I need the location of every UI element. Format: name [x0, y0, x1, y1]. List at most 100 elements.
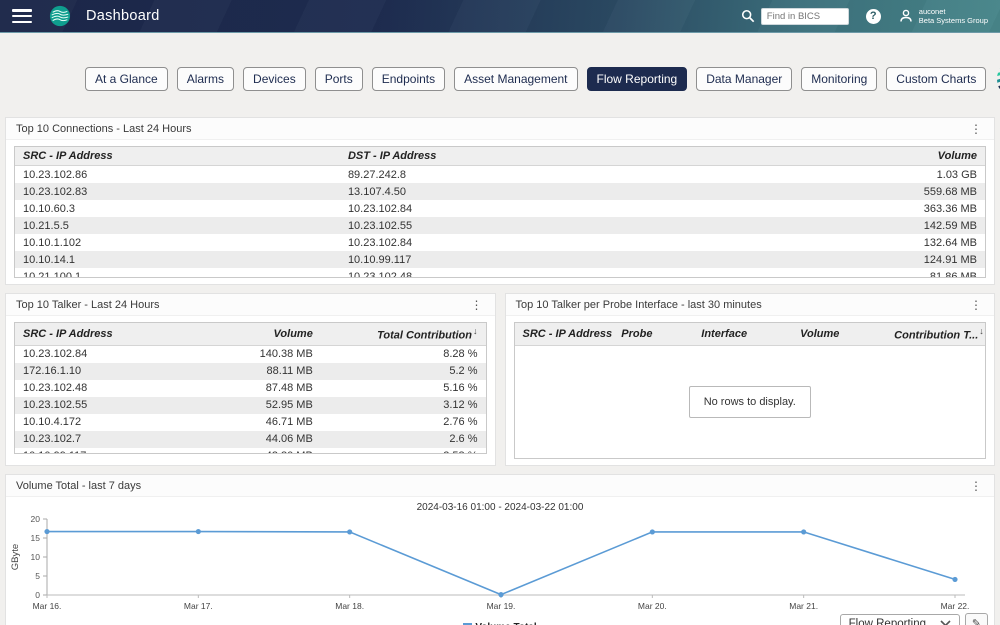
column-header-dst-ip-address[interactable]: DST - IP Address	[339, 147, 661, 166]
table-cell: 88.11 MB	[266, 365, 313, 378]
svg-text:5: 5	[35, 571, 40, 581]
panel-title: Top 10 Talker per Probe Interface - last…	[515, 299, 762, 311]
svg-text:Mar 18.: Mar 18.	[335, 601, 364, 611]
user-icon	[900, 9, 912, 22]
table-cell: 2.58 %	[321, 448, 486, 453]
hamburger-menu-icon[interactable]	[12, 9, 32, 23]
svg-text:20: 20	[31, 514, 41, 524]
svg-text:Mar 16.: Mar 16.	[33, 601, 62, 611]
dashboard-tab-bar: At a Glance Alarms Devices Ports Endpoints As…	[0, 33, 1000, 101]
panel-top10-talker: Top 10 Talker - Last 24 Hours ⋮ SRC - IP…	[5, 293, 496, 466]
tab-ports[interactable]: Ports	[314, 67, 363, 91]
table-cell: 10.10.60.3	[23, 202, 75, 215]
table-row: 10.21.100.1 10.23.102.48 81.86 MB	[15, 268, 985, 278]
tab-data-manager[interactable]: Data Manager	[696, 67, 793, 91]
svg-text:Mar 20.: Mar 20.	[638, 601, 667, 611]
table-cell: 124.91 MB	[923, 253, 977, 266]
panel-title: Top 10 Connections - Last 24 Hours	[16, 123, 192, 135]
svg-text:0: 0	[35, 590, 40, 600]
column-header-probe[interactable]: Probe	[613, 323, 694, 346]
svg-text:Mar 17.: Mar 17.	[184, 601, 213, 611]
tab-at-a-glance[interactable]: At a Glance	[85, 67, 168, 91]
dashboard-selector-value: Flow Reporting	[848, 617, 926, 625]
svg-text:Mar 19.: Mar 19.	[487, 601, 516, 611]
talker-table: SRC - IP Address Volume Total Contribution…	[14, 322, 487, 454]
search-icon[interactable]	[741, 9, 755, 23]
table-cell: 3.12 %	[443, 399, 478, 412]
column-header-volume[interactable]: Volume	[660, 147, 985, 166]
table-row: 172.16.1.10 88.11 MB 5.2 %	[15, 362, 486, 380]
table-cell: 363.36 MB	[923, 202, 977, 215]
table-cell: 10.10.99.117	[347, 253, 412, 266]
table-row: 10.10.4.172 46.71 MB 2.76 %	[15, 414, 486, 431]
table-cell: 81.86 MB	[929, 270, 977, 278]
table-cell: 8.28 %	[443, 348, 478, 361]
tab-alarms[interactable]: Alarms	[176, 67, 235, 91]
table-cell: 10.23.102.55	[347, 219, 413, 232]
table-cell: 10.10.99.117	[15, 448, 175, 453]
panel-menu-icon[interactable]: ⋮	[970, 122, 982, 136]
table-cell: 142.59 MB	[923, 219, 977, 232]
table-row: 10.10.99.11743.80 MB2.58 %	[15, 448, 486, 453]
svg-text:Mar 22.: Mar 22.	[941, 601, 970, 611]
help-icon[interactable]: ?	[865, 8, 881, 24]
panel-title: Volume Total - last 7 days	[16, 479, 142, 492]
table-cell: 87.48 MB	[265, 382, 313, 395]
table-row: 10.23.102.84 140.38 MB 8.28 %	[15, 345, 486, 363]
panel-talker-per-probe: Top 10 Talker per Probe Interface - last…	[504, 293, 995, 466]
tab-flow-reporting[interactable]: Flow Reporting	[586, 67, 688, 91]
tab-monitoring[interactable]: Monitoring	[801, 67, 878, 91]
infraray-logo-icon	[997, 57, 1000, 101]
table-cell: 140.38 MB	[259, 348, 313, 361]
table-cell: 2.76 %	[443, 416, 478, 429]
chevron-down-icon	[940, 620, 951, 625]
search-input[interactable]	[760, 7, 849, 25]
chart-legend: Volume Total	[463, 622, 537, 625]
app-logo-icon	[49, 5, 71, 27]
column-header-volume[interactable]: Volume	[174, 323, 321, 346]
table-row: 10.23.102.7 44.06 MB 2.6 %	[15, 430, 486, 448]
legend-label: Volume Total	[475, 622, 536, 625]
tab-custom-charts[interactable]: Custom Charts	[886, 67, 987, 91]
table-cell: 13.107.4.50	[347, 185, 407, 198]
top-navbar: Dashboard ? auconet Beta Systems Group	[0, 0, 1000, 33]
tab-endpoints[interactable]: Endpoints	[371, 67, 446, 91]
table-cell: 10.23.102.7	[23, 433, 82, 446]
svg-text:Mar 21.: Mar 21.	[789, 601, 818, 611]
sort-desc-icon: ↓	[473, 326, 478, 336]
panel-menu-icon[interactable]: ⋮	[970, 478, 982, 493]
user-menu[interactable]: auconet Beta Systems Group	[898, 7, 988, 26]
global-search	[741, 7, 849, 25]
column-header-total-contribution[interactable]: Total Contribution↓	[320, 323, 486, 346]
table-cell: 10.23.102.48	[347, 270, 413, 278]
table-cell: 10.10.14.1	[23, 253, 75, 266]
table-row: 10.23.102.55 52.95 MB 3.12 %	[15, 396, 486, 414]
tab-devices[interactable]: Devices	[243, 67, 306, 91]
panel-menu-icon[interactable]: ⋮	[470, 298, 483, 312]
edit-dashboard-button[interactable]: ✎	[965, 612, 988, 625]
table-cell: 172.16.1.10	[23, 365, 82, 378]
table-cell: 44.06 MB	[265, 433, 313, 446]
panel-menu-icon[interactable]: ⋮	[970, 298, 982, 312]
table-cell: 10.21.100.1	[23, 270, 82, 278]
panel-title: Top 10 Talker - Last 24 Hours	[16, 299, 160, 311]
column-header-src-ip-address[interactable]: SRC - IP Address	[15, 323, 175, 346]
table-cell: 43.80 MB	[175, 448, 321, 453]
column-header-volume[interactable]: Volume	[792, 323, 887, 346]
column-header-interface[interactable]: Interface	[693, 323, 793, 346]
table-cell: 10.23.102.86	[23, 168, 88, 181]
table-row: 10.23.102.48 87.48 MB 5.16 %	[15, 380, 486, 397]
empty-state-message: No rows to display.	[688, 385, 811, 418]
svg-text:15: 15	[31, 533, 41, 543]
dashboard-selector[interactable]: Flow Reporting	[839, 613, 960, 625]
table-row: 10.23.102.83 13.107.4.50 559.68 MB	[15, 183, 985, 200]
column-header-contribution-t-[interactable]: Contribution T...↓	[886, 323, 985, 346]
table-cell: 5.2 %	[449, 365, 478, 378]
column-header-src-ip-address[interactable]: SRC - IP Address	[15, 147, 340, 166]
table-cell: 2.6 %	[449, 433, 478, 446]
table-cell: 10.23.102.83	[23, 185, 88, 198]
tab-asset-management[interactable]: Asset Management	[454, 67, 578, 91]
column-header-src-ip-address[interactable]: SRC - IP Address	[514, 323, 614, 346]
table-cell: 1.03 GB	[936, 168, 977, 181]
table-row: 10.10.14.1 10.10.99.117 124.91 MB	[15, 251, 985, 268]
